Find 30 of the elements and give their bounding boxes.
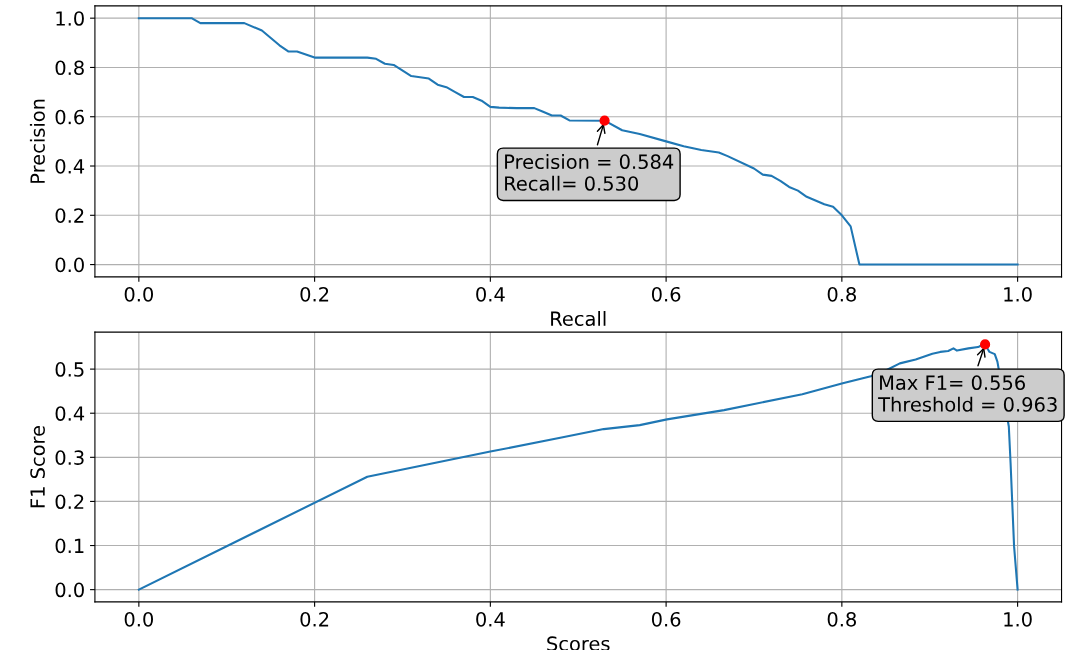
- y-tick-label: 0.1: [55, 538, 84, 554]
- y-tick-label: 0.6: [55, 109, 84, 125]
- y-axis-title: Precision: [29, 99, 45, 183]
- annotation: Precision = 0.584 Recall= 0.530: [505, 154, 674, 191]
- annotation: Max F1= 0.556 Threshold = 0.963: [878, 375, 1057, 412]
- line-series: [137, 17, 1019, 266]
- y-axis-title: F1 Score: [30, 425, 45, 508]
- x-tick-label: 0.6: [651, 611, 681, 627]
- y-tick-label: 0.4: [55, 158, 85, 174]
- y-tick-label: 0.0: [55, 257, 84, 273]
- x-tick-label: 0.8: [827, 611, 856, 627]
- y-tick-label: 0.4: [55, 406, 85, 421]
- x-tick-label: 0.2: [300, 611, 329, 627]
- y-tick-label: 0.0: [55, 582, 84, 598]
- y-tick-label: 1.0: [56, 11, 84, 26]
- y-tick-label: 0.2: [55, 208, 84, 223]
- x-tick-label: 0.2: [300, 286, 329, 302]
- x-tick-label: 0.4: [476, 286, 505, 302]
- x-tick-label: 0.8: [827, 286, 856, 302]
- x-tick-label: 0.6: [651, 286, 681, 302]
- y-tick-label: 0.8: [55, 60, 84, 76]
- x-tick-label: 0.4: [476, 611, 505, 627]
- x-tick-label: 1.0: [1004, 611, 1032, 627]
- y-tick-label: 0.2: [55, 494, 84, 510]
- y-tick-label: 0.5: [55, 362, 84, 377]
- x-tick-label: 1.0: [1004, 286, 1032, 302]
- x-axis-title: Recall: [551, 311, 606, 327]
- x-tick-label: 0.0: [124, 286, 154, 302]
- x-tick-label: 0.0: [124, 611, 154, 627]
- y-tick-label: 0.3: [55, 450, 84, 465]
